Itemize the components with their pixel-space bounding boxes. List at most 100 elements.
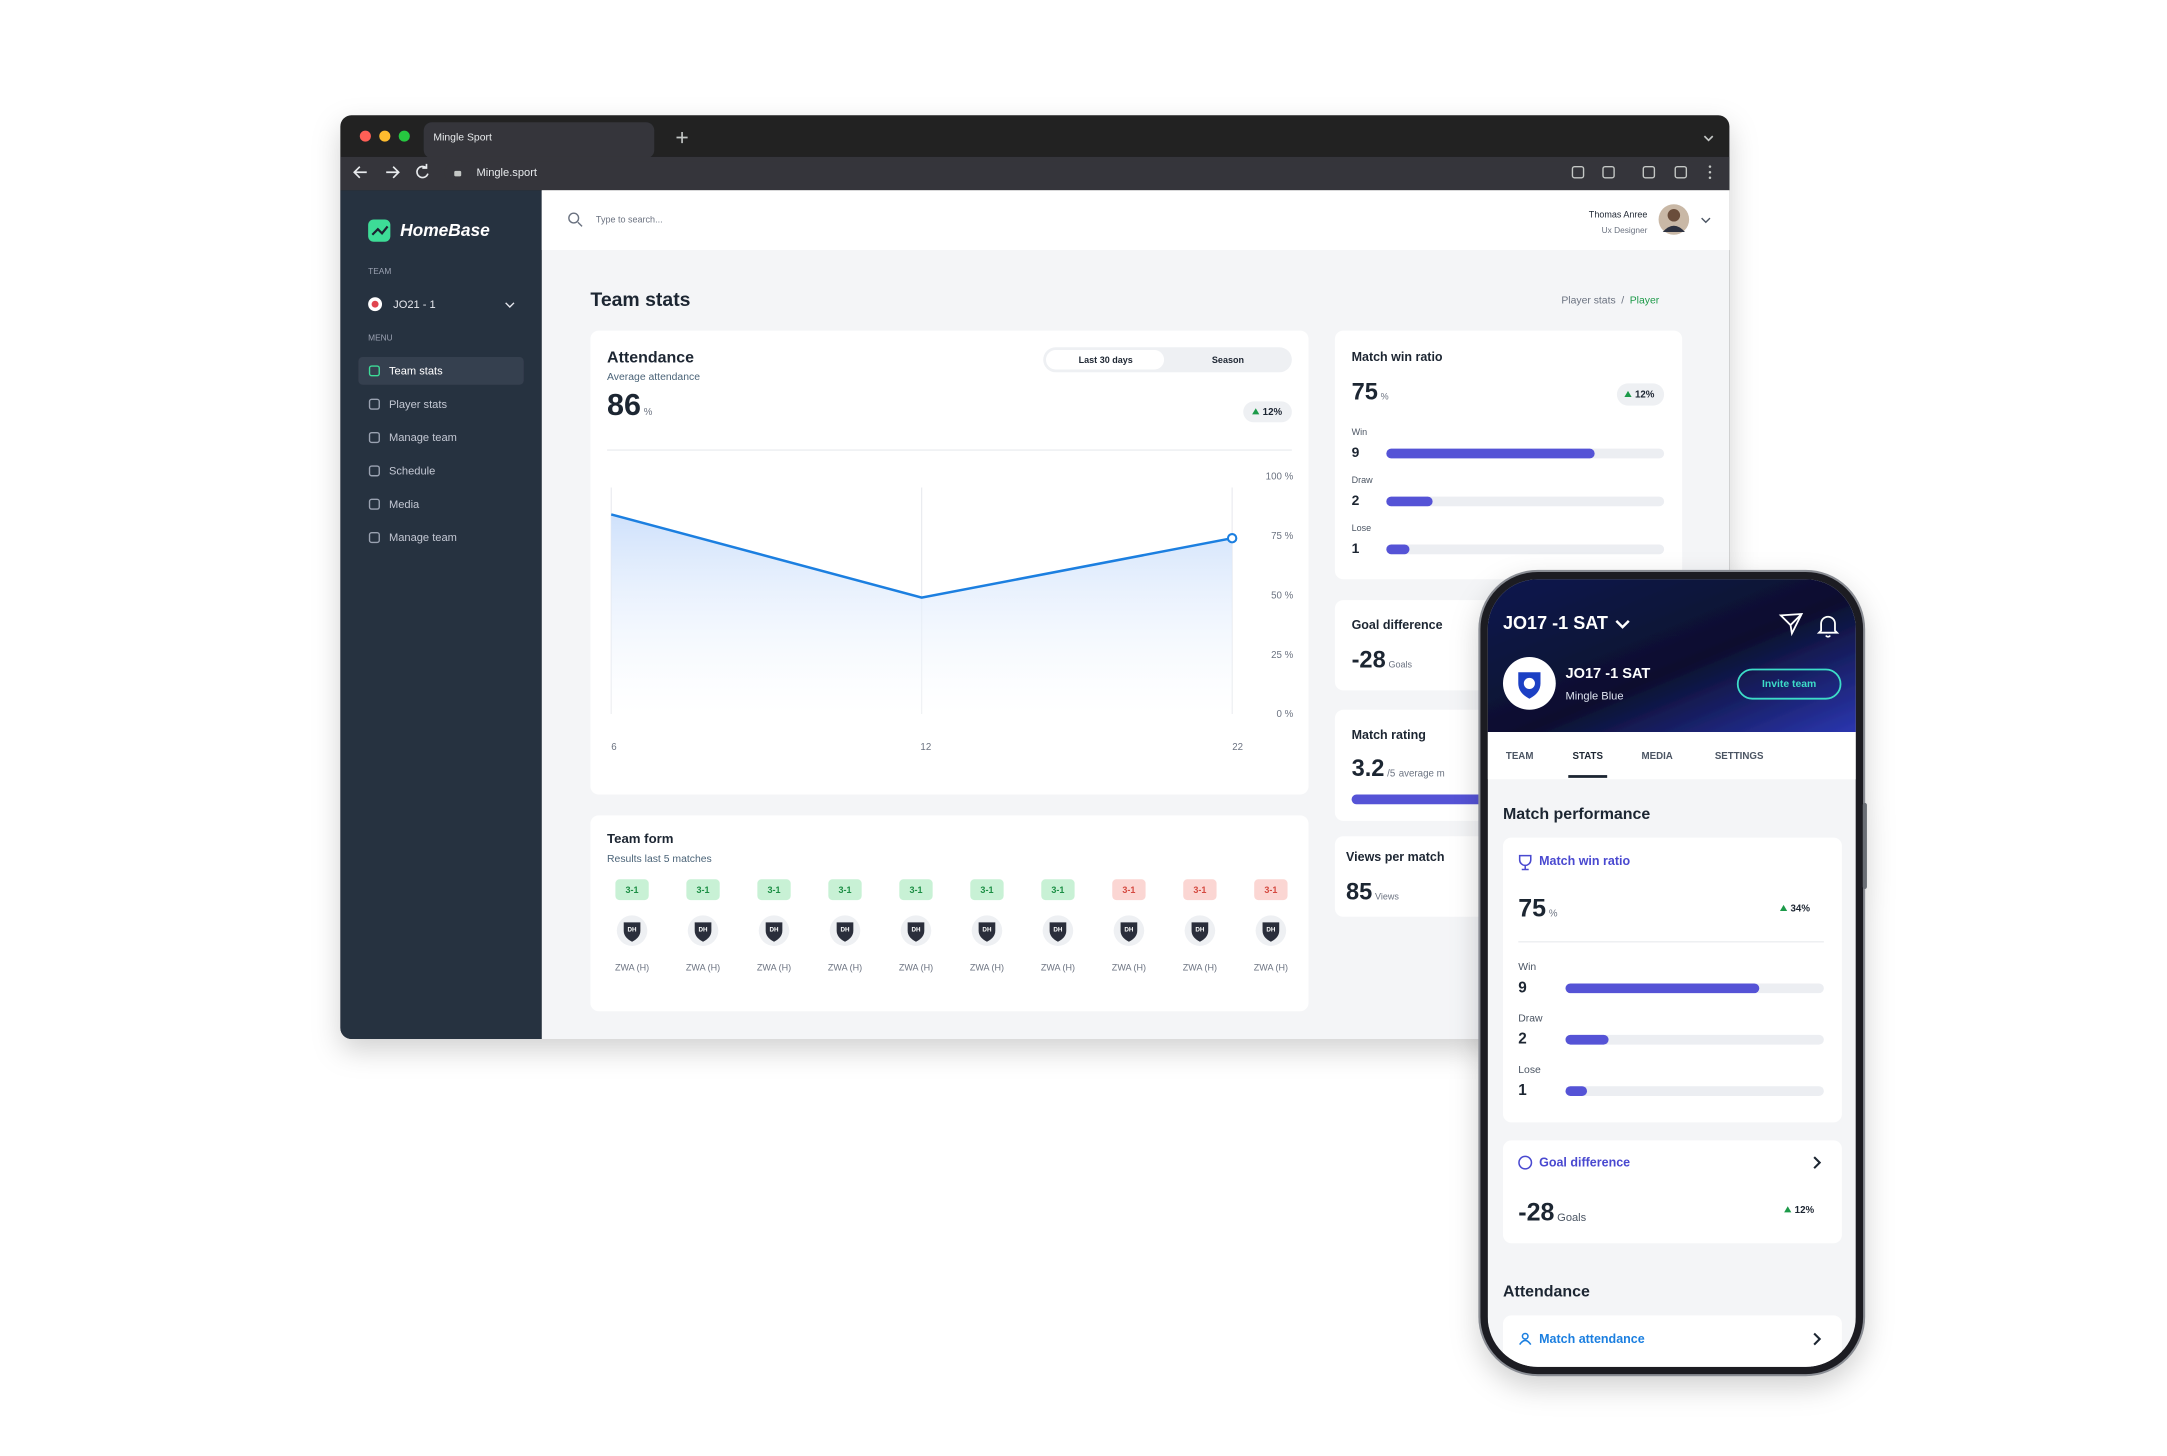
up-arrow (1624, 390, 1632, 398)
menu-item[interactable]: Team stats (389, 366, 443, 378)
row-label: Draw (1352, 475, 1374, 485)
kpi-value: -28 (1518, 1199, 1554, 1227)
card-title: Team form (607, 831, 673, 846)
toggle-option[interactable]: Last 30 days (1079, 355, 1133, 365)
crest-label: DH (1053, 927, 1063, 934)
crest (836, 922, 854, 942)
user-menu-icon[interactable] (1701, 217, 1711, 224)
menu-icon (368, 465, 380, 477)
toolbar-icon[interactable] (1674, 165, 1688, 179)
y-tick-label: 0 % (1276, 709, 1293, 720)
result-badge (1112, 879, 1146, 901)
bar-track (1565, 1086, 1824, 1096)
tab-title: Mingle Sport (433, 132, 492, 143)
people-icon (1519, 1332, 1532, 1346)
change-label: 12% (1263, 407, 1283, 418)
window-button[interactable] (398, 130, 410, 142)
crest-label: DH (1124, 927, 1134, 934)
menu-item[interactable]: Player stats (389, 399, 447, 411)
new-tab-icon[interactable] (676, 131, 688, 144)
page-title: Team stats (590, 289, 690, 311)
change-label: 34% (1791, 904, 1811, 915)
area (611, 514, 1233, 714)
team-select[interactable]: JO17 -1 SAT (1503, 613, 1608, 633)
send-icon[interactable] (1778, 612, 1804, 637)
menu-icon (368, 532, 380, 544)
y-tick-label: 50 % (1271, 590, 1294, 601)
browser-tab[interactable] (423, 122, 655, 159)
goal-diff-card[interactable] (1502, 1140, 1842, 1244)
menu-item[interactable]: Media (389, 499, 420, 511)
crest-label: DH (1195, 927, 1205, 934)
card-title: Attendance (607, 350, 694, 367)
team-select[interactable]: JO21 - 1 (393, 299, 436, 311)
menu-item[interactable]: Schedule (389, 466, 435, 478)
result-badge (899, 879, 933, 901)
address-bar[interactable] (444, 161, 1723, 185)
tab-bar (1487, 732, 1856, 780)
result-score: 3-1 (838, 885, 851, 895)
invite-button[interactable] (1736, 668, 1842, 700)
team-form-card (590, 815, 1309, 1012)
kpi-unit: % (1549, 909, 1558, 920)
section-title: Attendance (1503, 1284, 1590, 1301)
search-icon[interactable] (568, 212, 580, 224)
crest (1191, 922, 1209, 942)
result-badge (615, 879, 649, 901)
row-value: 9 (1518, 979, 1527, 996)
bar-track (1386, 496, 1665, 507)
back-icon[interactable] (353, 166, 367, 179)
crest-label: DH (628, 927, 638, 934)
row-value: 1 (1352, 540, 1360, 556)
opponent: ZWA (H) (899, 963, 933, 973)
bar (1565, 1086, 1588, 1096)
bar (1565, 1034, 1609, 1045)
point-marker[interactable] (1226, 532, 1238, 544)
menu-item[interactable]: Manage team (389, 432, 457, 444)
row-value: 1 (1518, 1082, 1527, 1099)
toolbar-icon[interactable] (1602, 165, 1615, 179)
card-subtitle: Average attendance (607, 372, 700, 383)
win-ratio-card (1502, 837, 1842, 1123)
invite-label[interactable]: Invite team (1762, 679, 1816, 690)
section-heading: TEAM (368, 266, 391, 276)
toolbar-icon[interactable] (1642, 165, 1656, 179)
result-badge (1254, 879, 1288, 901)
card-title[interactable]: Match win ratio (1539, 854, 1630, 868)
reload-icon[interactable] (416, 163, 429, 179)
url: Mingle.sport (476, 167, 537, 179)
window-button[interactable] (359, 130, 371, 142)
attendance-link-card[interactable] (1502, 1315, 1842, 1371)
tab[interactable]: TEAM (1506, 751, 1534, 762)
breadcrumb[interactable]: Player stats (1561, 295, 1615, 306)
chevron (1813, 1332, 1822, 1346)
toolbar-icon[interactable] (1571, 165, 1585, 179)
sidebar (340, 190, 542, 1040)
search-input[interactable]: Type to search... (596, 215, 663, 225)
up-arrow (1784, 1206, 1792, 1213)
window-button[interactable] (379, 130, 391, 142)
rating-note: average m (1399, 768, 1445, 779)
forward-icon[interactable] (386, 166, 400, 179)
menu-item[interactable]: Manage team (389, 532, 457, 544)
tab[interactable]: SETTINGS (1715, 751, 1764, 762)
team-logo-ball (1523, 677, 1535, 689)
tab[interactable]: MEDIA (1642, 751, 1673, 762)
tab[interactable]: STATS (1573, 751, 1604, 762)
kpi-value: 85 (1346, 879, 1372, 905)
phone-side-button (1862, 802, 1867, 889)
bell-icon[interactable] (1816, 615, 1840, 638)
tab-menu-icon[interactable] (1703, 135, 1714, 142)
trophy-icon (1518, 854, 1532, 871)
toggle-option[interactable]: Season (1212, 355, 1244, 365)
kpi-unit: % (1381, 392, 1389, 402)
crest-label: DH (840, 927, 850, 934)
rating-max: /5 (1387, 768, 1395, 779)
dropdown-icon[interactable] (505, 302, 515, 308)
link-title[interactable]: Match attendance (1539, 1332, 1645, 1346)
phone-screen: JO17 -1 SAT JO17 -1 SAT Mingle Blue Invite … (1487, 579, 1856, 1371)
dropdown-icon[interactable] (1615, 620, 1630, 629)
card-title[interactable]: Goal difference (1539, 1156, 1630, 1170)
opponent: ZWA (H) (615, 963, 649, 973)
